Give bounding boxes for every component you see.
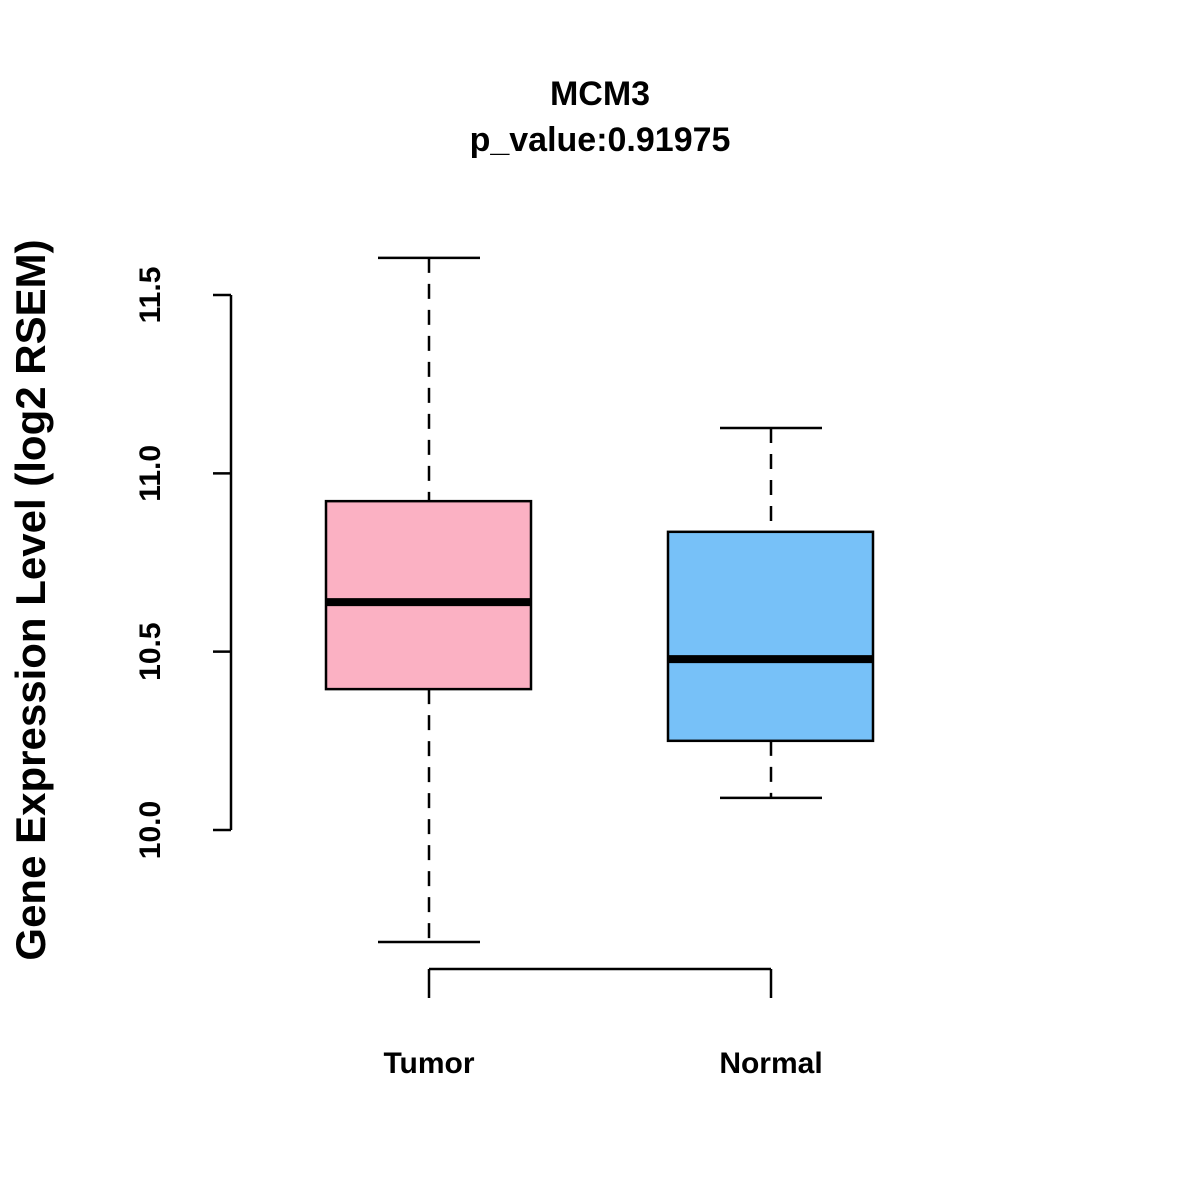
iqr-box bbox=[324, 499, 533, 691]
x-axis: Tumor Normal bbox=[383, 967, 823, 1080]
x-tick-label: Normal bbox=[719, 1047, 822, 1080]
box-normal bbox=[666, 426, 875, 800]
chart-title: MCM3 bbox=[550, 75, 650, 113]
y-tick-label: 10.5 bbox=[134, 622, 167, 680]
x-tick-label: Tumor bbox=[383, 1047, 474, 1080]
y-axis: 10.0 10.5 11.0 11.5 bbox=[134, 267, 233, 859]
box-tumor bbox=[324, 256, 533, 944]
y-axis-label: Gene Expression Level (log2 RSEM) bbox=[7, 239, 54, 960]
chart-subtitle: p_value:0.91975 bbox=[470, 121, 731, 159]
y-tick-label: 11.0 bbox=[134, 445, 167, 502]
iqr-box bbox=[666, 530, 875, 743]
y-tick-label: 10.0 bbox=[134, 801, 167, 859]
boxes bbox=[324, 256, 875, 944]
y-tick-label: 11.5 bbox=[134, 267, 167, 324]
